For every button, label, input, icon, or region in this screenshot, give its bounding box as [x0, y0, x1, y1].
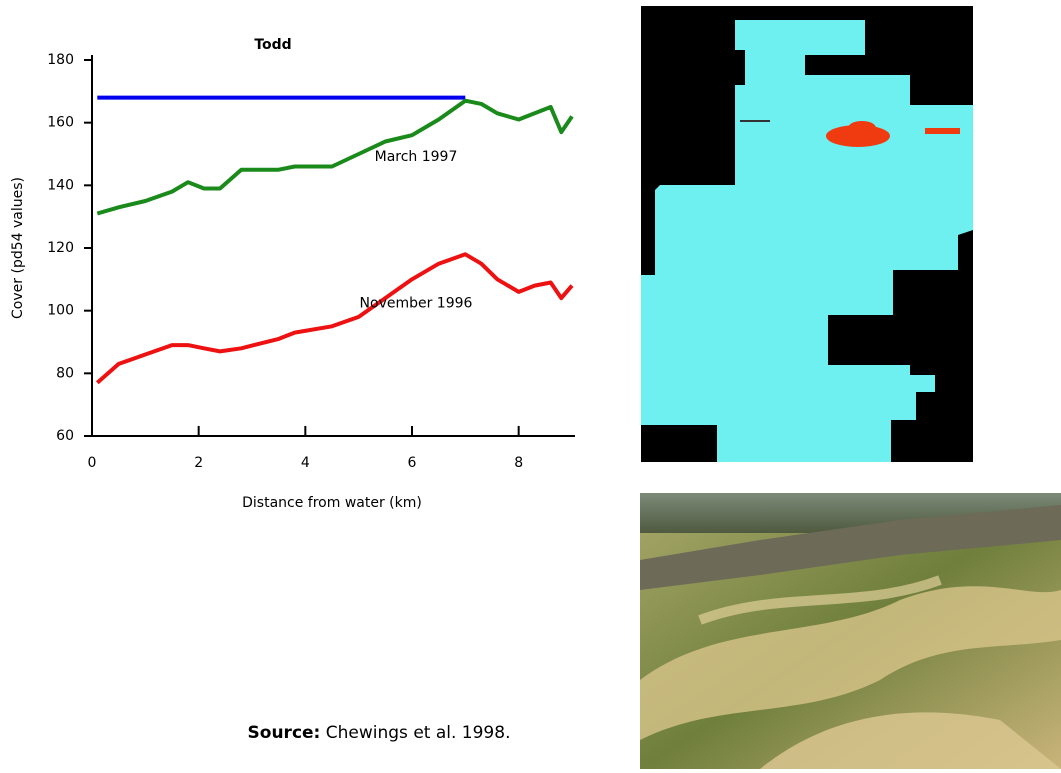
source-label: Source: [248, 723, 321, 743]
y-tick-label: 160 [47, 115, 74, 131]
x-tick-label: 4 [301, 455, 310, 471]
x-axis-label: Distance from water (km) [242, 495, 422, 511]
source: Source: Chewings et al. 1998. [248, 723, 511, 743]
data-line [96, 98, 574, 216]
y-tick-label: 180 [47, 52, 74, 68]
y-axis-label: Cover (pd54 values) [10, 177, 26, 319]
data-line [95, 252, 574, 385]
y-tick-label: 140 [47, 177, 74, 193]
y-tick-label: 120 [47, 240, 74, 256]
series-label: March 1997 [375, 149, 458, 165]
chart-title: Todd [254, 37, 291, 53]
series-label: November 1996 [360, 295, 473, 311]
chart: 60 80 100 120 140 160 180 0 2 4 6 8 March 1997 Novemb… [47, 52, 574, 471]
source-text: Chewings et al. 1998. [326, 723, 511, 743]
map-image [641, 6, 973, 462]
y-tick-label: 60 [56, 428, 74, 444]
x-tick-label: 8 [514, 455, 523, 471]
x-tick-label: 2 [194, 455, 203, 471]
x-tick-label: 6 [408, 455, 417, 471]
landscape-photo [640, 493, 1061, 769]
y-tick-label: 80 [56, 365, 74, 381]
x-tick-label: 0 [88, 455, 97, 471]
y-tick-label: 100 [47, 303, 74, 319]
